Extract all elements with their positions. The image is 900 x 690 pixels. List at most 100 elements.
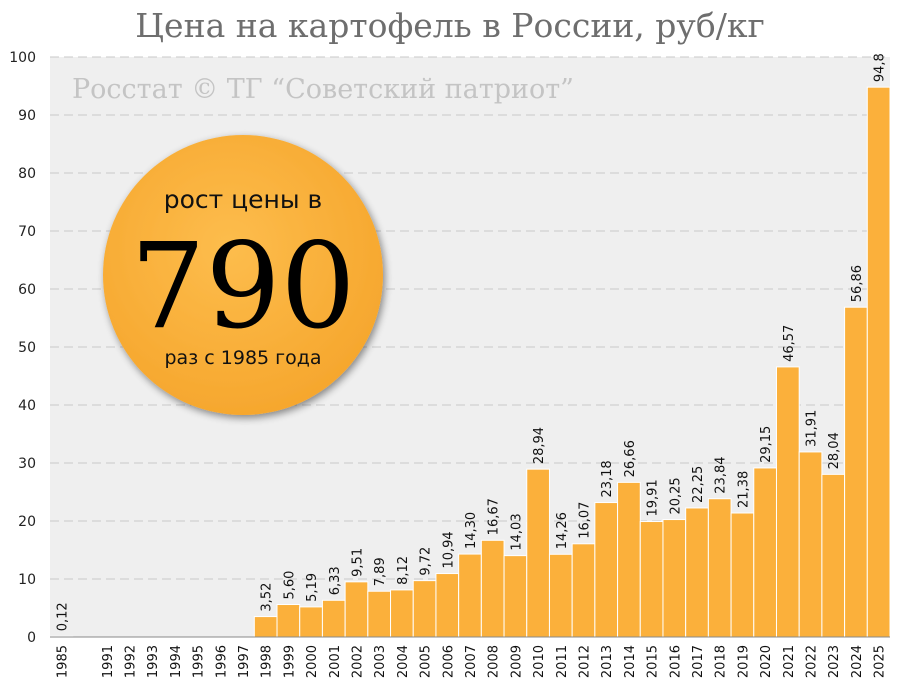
x-tick-label: 1998 [260,645,275,678]
x-tick-label: 1994 [169,645,184,678]
value-label: 23,84 [714,457,729,494]
value-label: 14,30 [464,512,479,549]
x-tick-label: 1995 [192,645,207,678]
bar [458,553,482,638]
y-tick-label: 50 [18,340,36,356]
y-tick-label: 80 [18,166,36,182]
value-label: 94,8 [873,53,888,82]
value-label: 16,07 [578,502,593,539]
x-tick-label: 2008 [487,645,502,678]
value-label: 26,66 [623,440,638,477]
bar [253,616,278,638]
x-tick-label: 2002 [350,645,365,678]
y-axis-ticks: 0 10 20 30 40 50 60 70 80 90 100 [9,50,36,646]
bar [412,580,437,638]
x-tick-label: 2010 [532,645,547,678]
value-label: 14,26 [555,512,570,549]
y-tick-label: 30 [18,456,36,472]
value-label: 7,89 [373,557,388,586]
value-label: 19,91 [646,479,661,516]
value-label: 22,25 [691,466,706,503]
x-tick-label: 2007 [464,645,479,678]
bar [344,581,369,638]
x-tick-label: 2020 [759,645,774,678]
value-label: 9,72 [419,547,434,576]
bar [480,539,505,638]
y-tick-label: 60 [18,282,36,298]
bar [775,366,800,638]
value-label: 5,19 [305,573,320,602]
bar [798,451,823,638]
bar [526,468,550,638]
x-tick-label: 1996 [214,645,229,678]
bar [367,590,392,638]
y-tick-label: 0 [27,630,36,646]
x-tick-label: 2017 [691,645,706,678]
x-tick-label: 2015 [646,645,661,678]
badge-top-text: рост цены в [164,185,323,214]
value-label: 20,25 [668,477,683,514]
bar [390,589,414,638]
bar [435,573,460,638]
x-tick-label: 2011 [555,645,570,678]
x-tick-label: 2006 [441,645,456,678]
x-tick-label: 2004 [396,645,411,678]
x-tick-label: 2014 [623,645,638,678]
value-label: 28,04 [827,432,842,469]
value-label: 28,94 [532,427,547,464]
x-tick-label: 2005 [419,645,434,678]
value-label: 5,60 [282,571,297,600]
x-tick-label: 1993 [146,645,161,678]
x-tick-label: 1991 [101,645,116,678]
value-label: 29,15 [759,426,774,463]
bar [321,599,346,638]
bar [299,606,323,638]
value-label: 14,03 [509,513,524,550]
bar [821,473,846,638]
badge-bottom-text: раз с 1985 года [164,347,321,369]
bars [49,86,891,638]
x-tick-label: 2025 [873,645,888,678]
bar [639,521,664,638]
x-tick-label: 2003 [373,645,388,678]
value-label: 56,86 [850,265,865,302]
x-tick-label: 1992 [123,645,138,678]
y-tick-label: 40 [18,398,36,414]
badge-circle [103,135,383,415]
y-tick-label: 20 [18,514,36,530]
value-labels: 0,12 3,52 5,60 5,19 6,33 9,51 7,89 8,12 9,72 10,9… [55,53,887,631]
value-label: 31,91 [805,410,820,447]
x-tick-label: 2012 [578,645,593,678]
badge-big-number: 790 [130,217,355,355]
x-tick-label: 2022 [805,645,820,678]
value-label: 10,94 [441,531,456,568]
value-label: 21,38 [736,471,751,508]
growth-badge: рост цены в 790 раз с 1985 года [103,135,383,415]
bar [730,512,755,638]
x-tick-label: 1999 [282,645,297,678]
bar [617,481,641,638]
x-tick-label: 2001 [328,645,343,678]
x-tick-label: 2021 [782,645,797,678]
value-label: 46,57 [782,325,797,362]
value-label: 3,52 [260,583,275,612]
value-label: 23,18 [600,460,615,497]
y-tick-label: 70 [18,224,36,240]
value-label: 6,33 [328,566,343,595]
x-axis-ticks: 1985 1991 1992 1993 1994 1995 1996 1997 1998 1999… [55,645,887,678]
x-tick-label: 2023 [827,645,842,678]
bar [685,507,709,638]
bar [707,498,732,638]
bar [276,604,301,638]
value-label: 0,12 [55,602,70,631]
bar [844,306,868,638]
bar [753,467,777,638]
x-tick-label: 2000 [305,645,320,678]
bar [866,86,891,638]
bar [594,502,619,638]
x-tick-label: 1985 [55,645,70,678]
x-tick-label: 2009 [509,645,524,678]
x-tick-label: 1997 [237,645,252,678]
watermark-text: Росстат © ТГ “Советский патриот” [72,74,574,105]
